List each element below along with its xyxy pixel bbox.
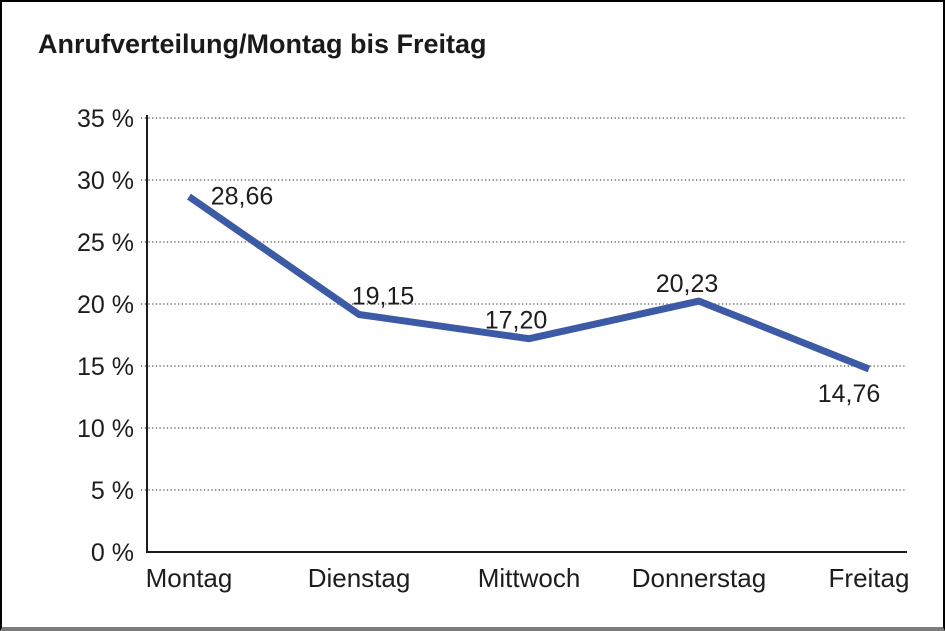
y-axis-tick-label: 5 %	[91, 477, 134, 505]
x-axis-category-label: Donnerstag	[632, 563, 766, 593]
x-axis-category-label: Montag	[146, 563, 233, 593]
series-line	[187, 193, 871, 373]
chart-title: Anrufverteilung/Montag bis Freitag	[38, 29, 487, 59]
y-axis-tick-label: 35 %	[77, 105, 134, 133]
y-axis-tick-label: 10 %	[77, 415, 134, 443]
y-axis-tick-label: 30 %	[77, 167, 134, 195]
y-axis-tick-label: 0 %	[91, 539, 134, 567]
data-point-label: 20,23	[656, 270, 719, 298]
x-axis-category-label: Freitag	[829, 563, 910, 593]
x-axis-category-label: Mittwoch	[478, 563, 581, 593]
data-point-label: 14,76	[818, 380, 881, 408]
y-axis-tick-label: 15 %	[77, 353, 134, 381]
y-axis-tick-label: 25 %	[77, 229, 134, 257]
y-axis-tick-label: 20 %	[77, 291, 134, 319]
data-point-label: 19,15	[352, 283, 415, 311]
data-point-label: 17,20	[485, 307, 548, 335]
x-axis-category-label: Dienstag	[308, 563, 411, 593]
data-point-label: 28,66	[211, 183, 274, 211]
